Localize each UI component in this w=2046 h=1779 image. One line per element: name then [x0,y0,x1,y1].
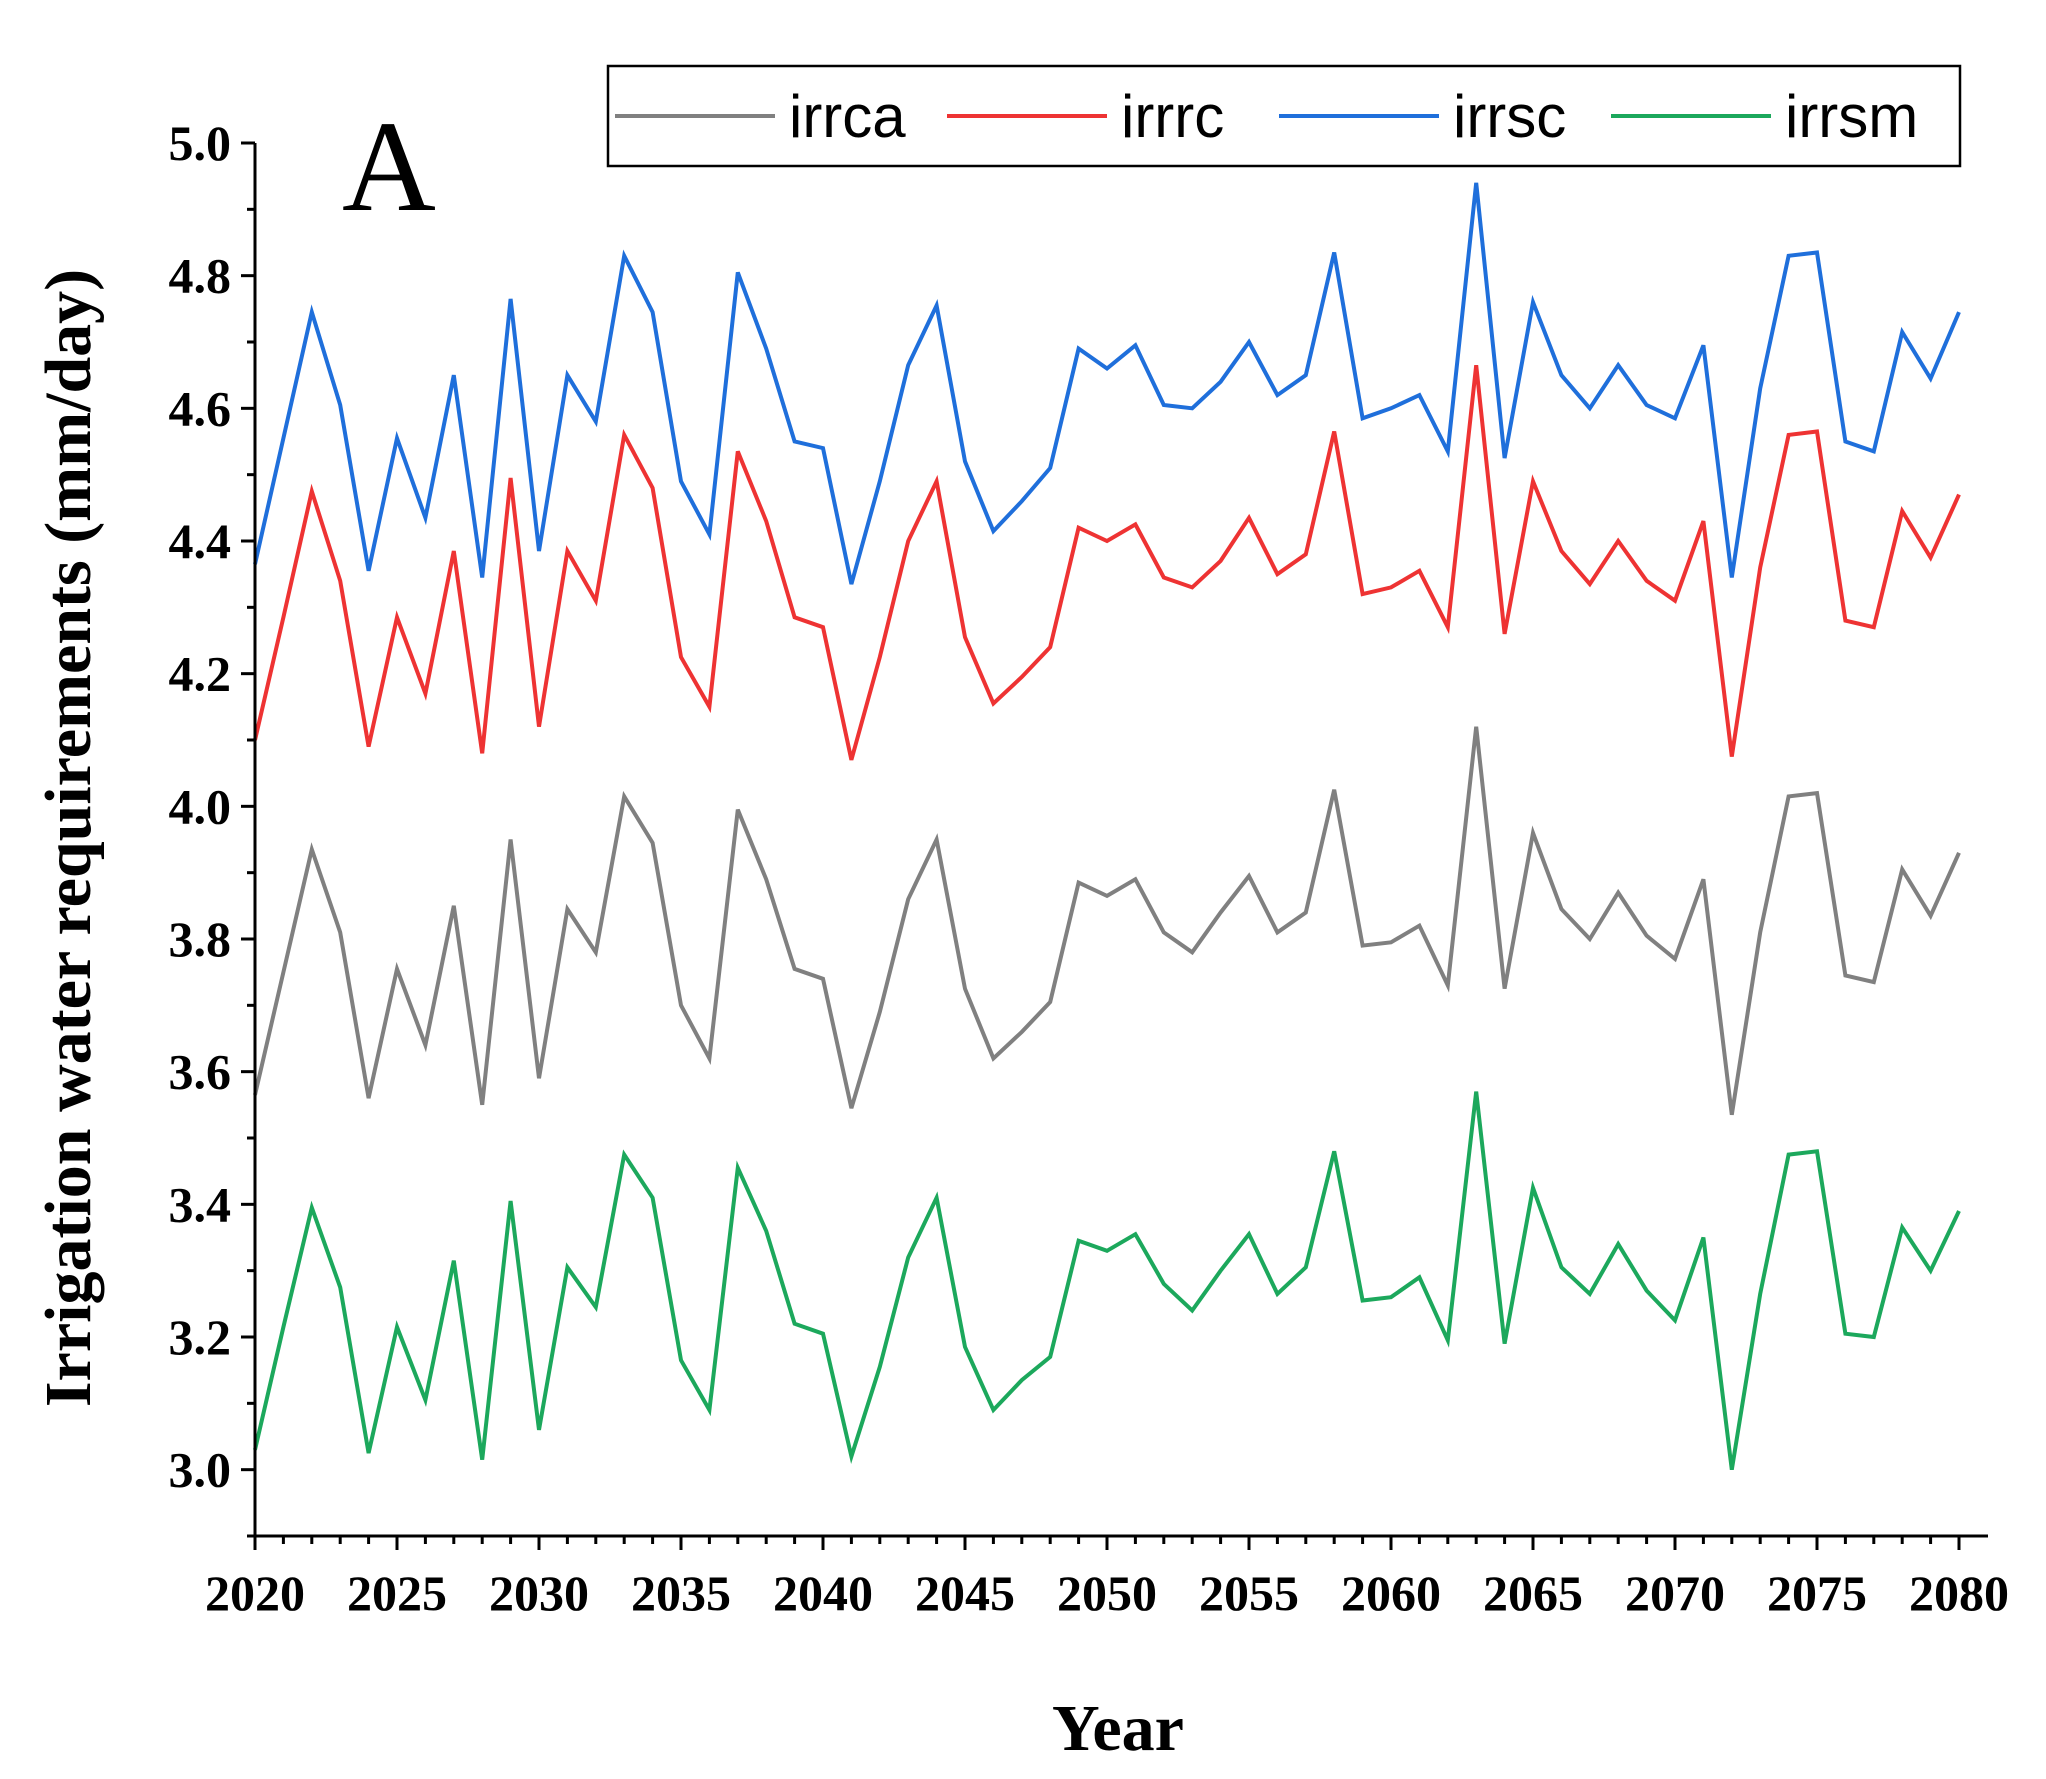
x-tick-label: 2075 [1767,1565,1867,1621]
x-tick-label: 2025 [347,1565,447,1621]
axes-layer: 3.0 3.2 3.4 3.6 3.8 4.0 4.2 4.4 4.6 4.8 5.0 2020 202… [169,115,2010,1621]
x-tick-label: 2050 [1057,1565,1157,1621]
y-tick-label: 4.4 [169,513,232,569]
y-axis-title: Irrigation water requirements (mm/day) [32,269,105,1407]
x-tick-label: 2060 [1341,1565,1441,1621]
series-line-irrca [253,726,1961,1116]
legend-label-irrsc: irrsc [1453,83,1566,150]
x-tick-label: 2055 [1199,1565,1299,1621]
x-tick-label: 2070 [1625,1565,1725,1621]
y-tick-label: 3.0 [169,1442,232,1498]
x-tick-label: 2040 [773,1565,873,1621]
x-tick-label: 2035 [631,1565,731,1621]
legend: irrca irrrc irrsc irrsm [606,64,1962,168]
series-layer [253,182,1961,1471]
x-tick-label: 2030 [489,1565,589,1621]
legend-label-irrca: irrca [789,83,906,150]
x-axis-title: Year [1052,1692,1184,1765]
series-line-irrrc [253,364,1961,761]
series-line-irrsc [253,182,1961,585]
y-tick-label: 4.8 [169,248,232,304]
legend-label-irrsm: irrsm [1785,83,1918,150]
y-tick-label: 4.2 [169,646,232,702]
legend-label-irrrc: irrrc [1121,83,1224,150]
series-line-irrsm [253,1091,1961,1471]
x-tick-label: 2045 [915,1565,1015,1621]
y-tick-label: 3.2 [169,1309,232,1365]
y-tick-label: 4.6 [169,380,232,436]
y-tick-label: 5.0 [169,115,232,171]
y-tick-label: 3.8 [169,911,232,967]
y-tick-label: 3.6 [169,1044,232,1100]
x-tick-label: 2080 [1909,1565,2009,1621]
y-tick-label: 4.0 [169,778,232,834]
y-tick-label: 3.4 [169,1176,232,1232]
x-tick-label: 2065 [1483,1565,1583,1621]
x-tick-label: 2020 [205,1565,305,1621]
panel-label: A [342,95,436,239]
